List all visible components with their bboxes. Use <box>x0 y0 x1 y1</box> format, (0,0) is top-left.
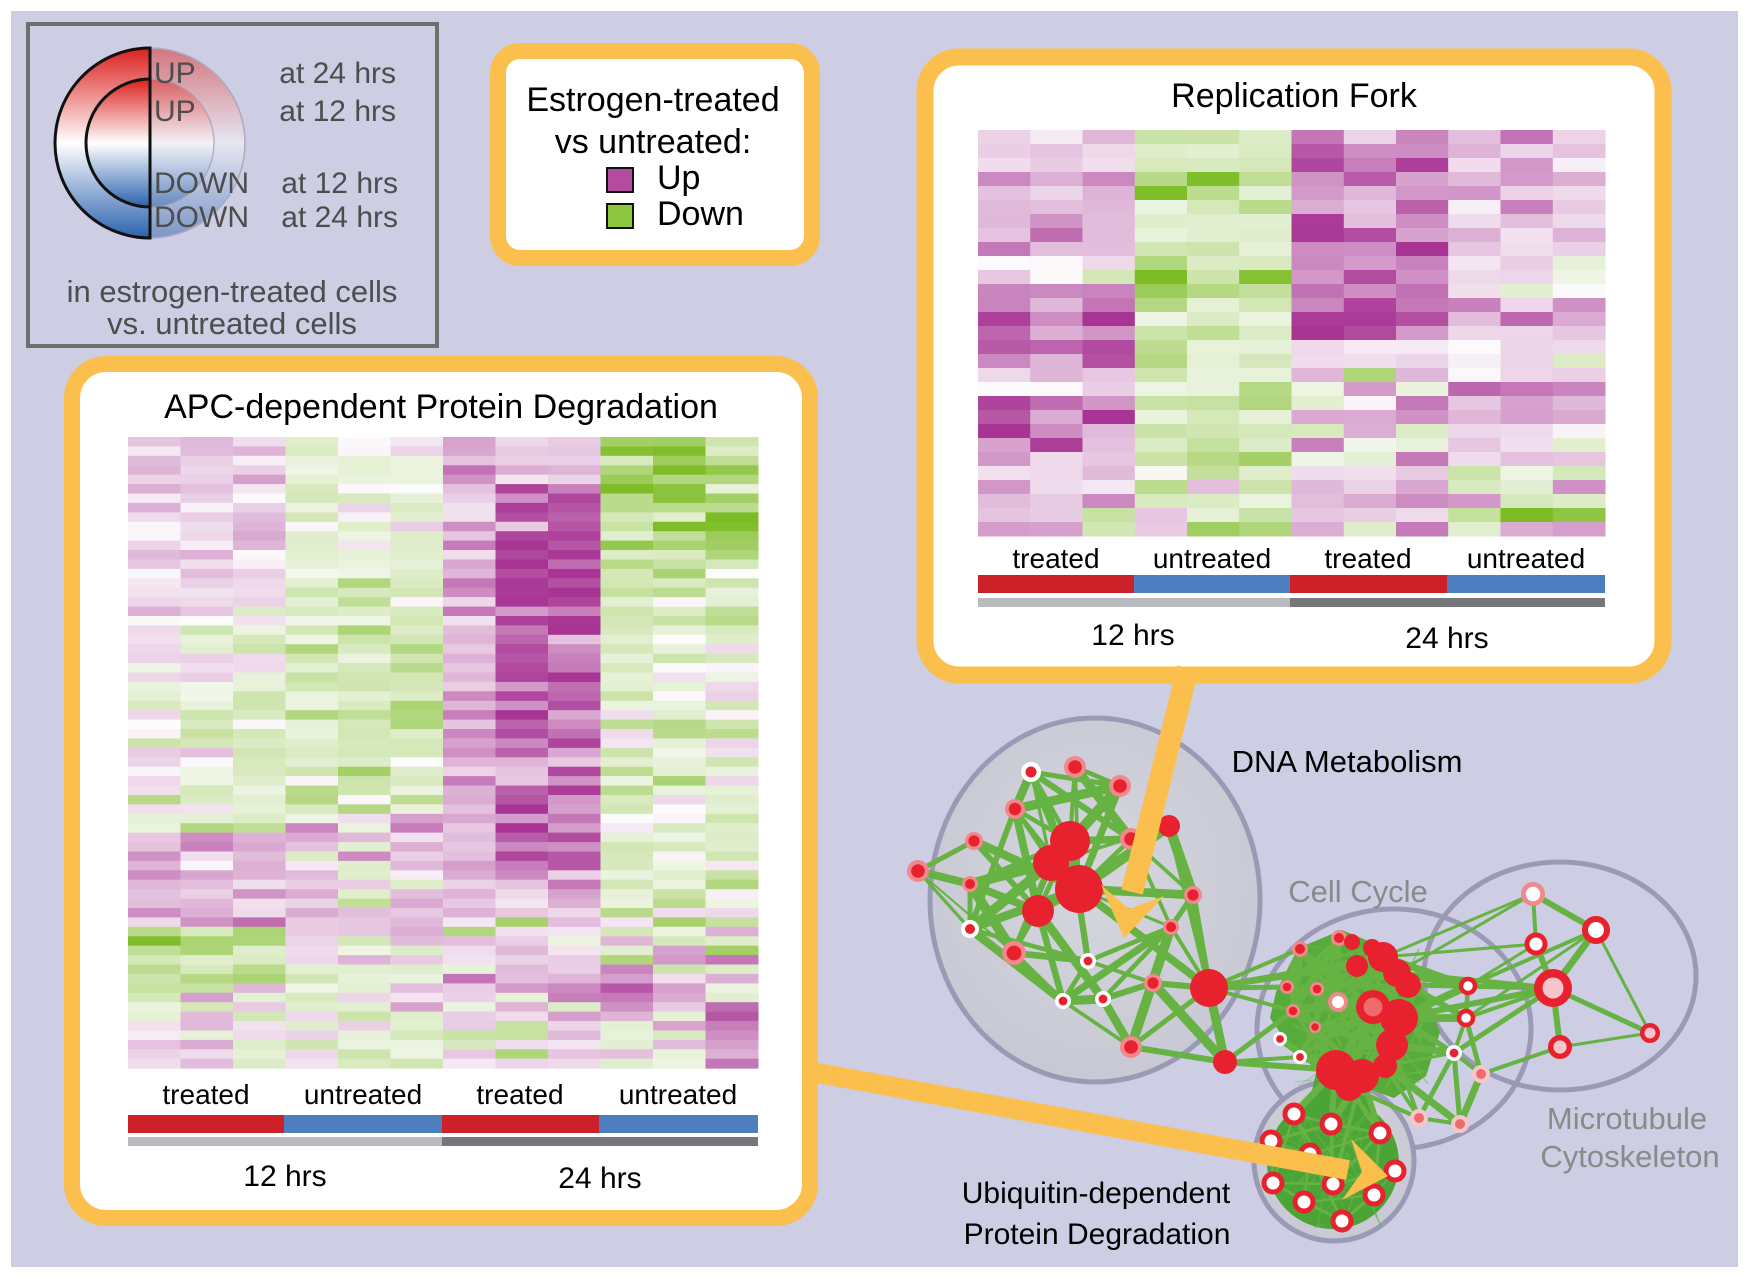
svg-text:DOWN: DOWN <box>154 167 249 200</box>
svg-text:vs untreated:: vs untreated: <box>555 123 752 161</box>
svg-text:vs. untreated cells: vs. untreated cells <box>107 306 357 341</box>
svg-text:Protein Degradation: Protein Degradation <box>964 1218 1231 1251</box>
svg-text:untreated: untreated <box>1467 543 1585 574</box>
svg-text:APC-dependent Protein Degradat: APC-dependent Protein Degradation <box>164 388 718 426</box>
svg-text:24 hrs: 24 hrs <box>558 1162 641 1195</box>
svg-text:24 hrs: 24 hrs <box>1405 622 1488 655</box>
svg-text:treated: treated <box>1324 543 1411 574</box>
svg-text:Microtubule: Microtubule <box>1547 1101 1707 1136</box>
svg-text:Cell Cycle: Cell Cycle <box>1288 874 1428 909</box>
svg-text:UP: UP <box>154 95 196 128</box>
svg-text:at 12 hrs: at 12 hrs <box>279 95 396 128</box>
svg-text:12 hrs: 12 hrs <box>1091 619 1174 652</box>
svg-text:untreated: untreated <box>1153 543 1271 574</box>
svg-text:Cytoskeleton: Cytoskeleton <box>1540 1139 1719 1174</box>
svg-text:Replication Fork: Replication Fork <box>1171 77 1418 115</box>
svg-text:12 hrs: 12 hrs <box>243 1160 326 1193</box>
svg-text:at 12 hrs: at 12 hrs <box>281 167 398 200</box>
svg-text:treated: treated <box>476 1079 563 1110</box>
svg-text:Ubiquitin-dependent: Ubiquitin-dependent <box>962 1177 1231 1210</box>
svg-text:untreated: untreated <box>619 1079 737 1110</box>
svg-text:at 24 hrs: at 24 hrs <box>279 57 396 90</box>
svg-text:treated: treated <box>1012 543 1099 574</box>
svg-text:DOWN: DOWN <box>154 201 249 234</box>
svg-text:DNA Metabolism: DNA Metabolism <box>1232 744 1463 779</box>
svg-text:at 24 hrs: at 24 hrs <box>281 201 398 234</box>
svg-text:Down: Down <box>657 195 744 233</box>
svg-text:Estrogen-treated: Estrogen-treated <box>526 81 779 119</box>
svg-text:Up: Up <box>657 159 700 197</box>
svg-text:treated: treated <box>162 1079 249 1110</box>
svg-text:UP: UP <box>154 57 196 90</box>
svg-text:in estrogen-treated cells: in estrogen-treated cells <box>67 274 398 309</box>
svg-text:untreated: untreated <box>304 1079 422 1110</box>
